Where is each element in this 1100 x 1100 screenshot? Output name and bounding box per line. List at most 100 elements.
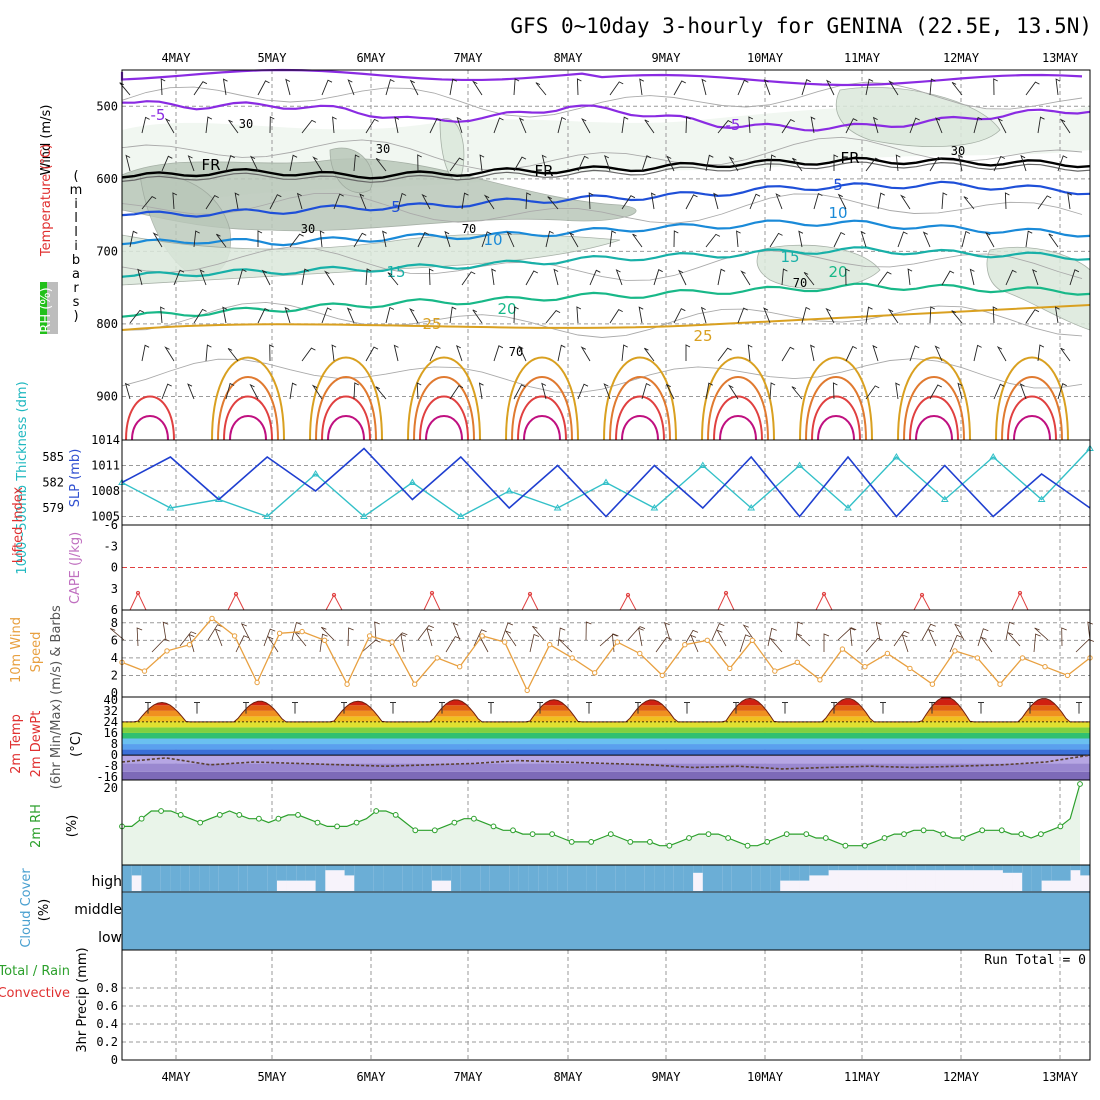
rh-label: RH (%) — [39, 287, 54, 332]
wind-barb — [129, 230, 138, 248]
rh2m-point — [1077, 781, 1083, 787]
wind-barb — [346, 307, 355, 324]
temp-band — [122, 716, 1090, 722]
y-tick-label: 0.8 — [96, 981, 118, 995]
wind-barb — [225, 155, 235, 172]
contour-label: FR — [534, 162, 553, 180]
temp-minmax-bar — [1076, 702, 1082, 714]
wind10m-line — [121, 617, 1091, 692]
wind10m-point — [929, 681, 936, 687]
wind10m-point — [164, 648, 170, 654]
temp-band — [122, 705, 1090, 711]
wind-barb — [160, 78, 166, 96]
thickness-marker — [602, 478, 610, 485]
rh2m-point — [686, 835, 692, 841]
wind-barb — [547, 196, 559, 210]
y-tick-label: -6 — [104, 518, 118, 532]
cloud-high-bar — [189, 865, 200, 891]
wind10m-point — [907, 665, 913, 672]
slp-line — [121, 447, 1091, 518]
wind-barb — [525, 192, 532, 210]
wind-barb — [301, 119, 317, 134]
wind-barb — [810, 344, 815, 362]
wind10m-point — [614, 639, 620, 645]
temp-minmax-bar — [292, 702, 298, 714]
y-axis-ticks: 5006007008009005855825791014101110081005… — [42, 99, 120, 1067]
cloud-high-bg — [335, 865, 346, 891]
rh2m-point — [940, 831, 946, 837]
wind10m-point — [141, 668, 148, 674]
millibars-char: l — [74, 225, 78, 240]
cloud-high-bg — [993, 865, 1004, 891]
thickness-marker — [795, 461, 804, 468]
wind-barb — [810, 116, 816, 134]
cloud-high: high — [91, 874, 122, 890]
wind10m-barb — [823, 633, 830, 652]
wind-barb — [216, 233, 227, 248]
wind-barb — [887, 308, 899, 324]
cloud-high-bar — [460, 865, 471, 891]
thickness-marker — [311, 470, 320, 477]
cloud-label: Cloud Cover — [19, 868, 34, 948]
cloud-high-bar — [257, 865, 268, 891]
wind-barb — [311, 384, 323, 400]
rh2m-area — [122, 784, 1080, 865]
wind-barb — [312, 156, 323, 172]
slp-label: SLP (mb) — [68, 449, 83, 508]
wind-barb — [553, 268, 559, 286]
lifted-index-bump — [815, 592, 833, 611]
temp-minmax-bar — [929, 702, 935, 714]
wind-barb — [417, 154, 422, 172]
wind10m-point — [1042, 664, 1048, 670]
wind-barb — [737, 307, 748, 324]
cloud-high-bg — [896, 865, 907, 891]
rh2m-point — [314, 819, 321, 826]
cloud-high-bg — [973, 865, 984, 891]
wind10m-barb — [716, 629, 727, 647]
wind-barb — [845, 118, 858, 134]
wind-barb — [456, 116, 463, 134]
wind10m-point — [209, 615, 215, 622]
cloud-high-bar — [489, 865, 500, 891]
wind-barb — [397, 192, 407, 210]
cloud-high-bar — [577, 865, 588, 891]
cloud-high-bar — [915, 865, 926, 871]
cloud-high-bg — [325, 865, 336, 891]
cloud-high-bar — [896, 865, 907, 871]
cloud-high-bar — [819, 865, 830, 876]
y-tick-label: 1014 — [91, 433, 120, 447]
lifted-index-bump — [1011, 591, 1029, 611]
wind-barb — [705, 382, 714, 400]
wind10m-label-1: 10m Wind — [9, 617, 24, 683]
contour-label: 10 — [483, 231, 502, 249]
contour-label: 15 — [780, 248, 799, 266]
wind-barb — [429, 345, 441, 362]
wind-barb — [673, 80, 687, 96]
cloud-high-bar — [441, 865, 452, 881]
thickness-marker — [747, 504, 756, 511]
cloud-high-bar — [586, 865, 597, 891]
cloud-high-bar — [993, 865, 1004, 871]
wind-barb — [705, 154, 714, 172]
wind-barb — [449, 78, 458, 96]
rh2m-point — [1018, 831, 1025, 837]
cloud-high-bar — [305, 865, 316, 881]
cloud-high-bg — [954, 865, 965, 891]
wind-barb — [333, 193, 344, 210]
wind-barb — [603, 383, 611, 400]
isotherm-warm — [817, 415, 855, 441]
millibars-char: m — [70, 183, 83, 198]
wind-barb — [394, 116, 400, 134]
wind-barb — [382, 230, 387, 248]
upper-axis-labels: Wind (m/s) Temperature (°C) RH (%) (mill… — [39, 105, 82, 333]
wind-barb — [951, 310, 963, 324]
cloud-high-bar — [267, 865, 278, 891]
rh2m-point — [549, 831, 555, 837]
cloud-high-bg — [906, 865, 917, 891]
wind-barb — [644, 347, 655, 362]
wind-barb — [701, 78, 707, 96]
wind-barb — [1020, 154, 1027, 172]
day-label-bottom: 5MAY — [258, 1070, 288, 1084]
y-tick-label: 1008 — [91, 484, 120, 498]
wind-barb — [781, 346, 795, 362]
